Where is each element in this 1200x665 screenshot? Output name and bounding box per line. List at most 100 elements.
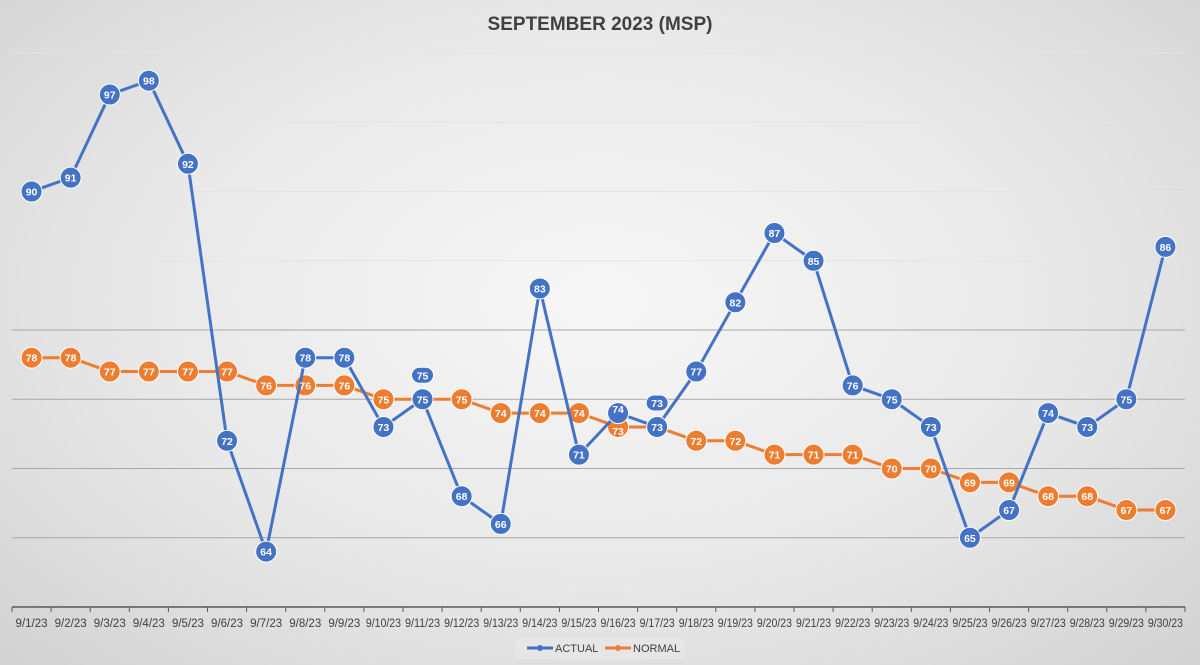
x-tick-label: 9/1/23	[16, 618, 48, 630]
data-point	[1154, 499, 1177, 522]
data-label: 73	[651, 422, 663, 434]
x-tick-label: 9/29/23	[1109, 618, 1144, 630]
data-label: 70	[886, 464, 898, 476]
data-label: 71	[808, 450, 820, 462]
data-label: 72	[690, 436, 702, 448]
data-label: 73	[378, 422, 390, 434]
data-label: 74	[573, 408, 585, 420]
data-label: 65	[964, 533, 976, 545]
data-point	[1154, 235, 1177, 258]
data-point	[255, 374, 278, 397]
data-label: 76	[847, 380, 859, 392]
x-tick-label: 9/6/23	[211, 618, 243, 630]
data-label: 68	[1081, 491, 1093, 503]
data-label: 69	[1003, 477, 1015, 489]
data-point	[411, 388, 434, 411]
data-point	[255, 540, 278, 563]
data-point	[1076, 415, 1099, 438]
data-point	[137, 69, 160, 92]
legend: ACTUAL NORMAL	[515, 637, 685, 659]
data-label: 97	[104, 90, 116, 102]
data-point	[450, 485, 473, 508]
data-point	[489, 402, 512, 425]
data-label: 75	[886, 394, 898, 406]
data-point	[685, 360, 708, 383]
data-label: 75	[417, 394, 429, 406]
data-point	[528, 402, 551, 425]
x-tick-label: 9/18/23	[679, 618, 714, 630]
data-label: 86	[1160, 242, 1172, 254]
data-label: 85	[808, 256, 820, 268]
x-tick-label: 9/14/23	[522, 618, 557, 630]
data-label: 74	[612, 404, 624, 416]
data-label: 87	[769, 228, 781, 240]
data-label: 73	[651, 398, 663, 410]
data-point	[294, 346, 317, 369]
data-point	[567, 443, 590, 466]
legend-box	[515, 637, 685, 659]
data-label: 73	[1081, 422, 1093, 434]
data-point	[763, 443, 786, 466]
data-label: 64	[260, 547, 272, 559]
x-tick-label: 9/20/23	[757, 618, 792, 630]
data-label: 91	[65, 173, 77, 185]
labels-normal: 78 78 77 77 77 77 76 76 76 75 75 75 74 74 74 73 73 72 72 71…	[26, 353, 1172, 517]
data-point	[958, 526, 981, 549]
data-point	[372, 388, 395, 411]
data-label: 90	[26, 187, 38, 199]
x-tick-label: 9/28/23	[1070, 618, 1105, 630]
data-point	[98, 360, 121, 383]
data-label: 76	[299, 380, 311, 392]
data-label: 71	[573, 450, 585, 462]
data-point	[333, 346, 356, 369]
x-tick-label: 9/24/23	[913, 618, 948, 630]
data-label: 69	[964, 477, 976, 489]
data-point	[919, 457, 942, 480]
legend-marker	[537, 645, 543, 651]
series-actual	[20, 69, 1177, 563]
data-point	[802, 443, 825, 466]
data-label: 73	[925, 422, 937, 434]
data-label: 78	[339, 353, 351, 365]
data-label: 74	[495, 408, 507, 420]
x-tick-label: 9/5/23	[172, 618, 204, 630]
x-tick-label: 9/13/23	[483, 618, 518, 630]
x-tick-label: 9/19/23	[718, 618, 753, 630]
data-label: 76	[339, 380, 351, 392]
data-label: 74	[1042, 408, 1054, 420]
data-point	[1037, 485, 1060, 508]
data-label: 77	[143, 367, 155, 379]
data-label: 77	[104, 367, 116, 379]
x-tick-label: 9/9/23	[328, 618, 360, 630]
data-point	[1115, 388, 1138, 411]
data-label-badge	[645, 394, 669, 412]
data-label: 78	[65, 353, 77, 365]
x-tick-label: 9/26/23	[992, 618, 1027, 630]
data-point	[919, 415, 942, 438]
x-tick-label: 9/10/23	[366, 618, 401, 630]
data-label: 68	[456, 491, 468, 503]
data-point	[841, 443, 864, 466]
data-label: 75	[378, 394, 390, 406]
data-label-badge	[411, 366, 435, 384]
x-tick-label: 9/25/23	[952, 618, 987, 630]
x-tick-label: 9/22/23	[835, 618, 870, 630]
series-normal	[20, 346, 1177, 522]
data-point	[724, 429, 747, 452]
labels-actual: 90 91 97 98 92 72 64 78 78 73 75 68 66 83 71 74 73 77 82 87…	[26, 76, 1172, 559]
data-label: 70	[925, 464, 937, 476]
data-point	[98, 83, 121, 106]
data-point	[333, 374, 356, 397]
data-label: 76	[260, 380, 272, 392]
data-point	[176, 152, 199, 175]
x-tick-label: 9/30/23	[1148, 618, 1183, 630]
x-tick-label: 9/7/23	[250, 618, 282, 630]
data-label: 72	[221, 436, 233, 448]
data-label: 78	[26, 353, 38, 365]
data-label: 66	[495, 519, 507, 531]
legend-marker	[615, 645, 621, 651]
data-point	[489, 512, 512, 535]
data-point	[216, 429, 239, 452]
data-point	[607, 402, 630, 425]
data-point	[372, 415, 395, 438]
